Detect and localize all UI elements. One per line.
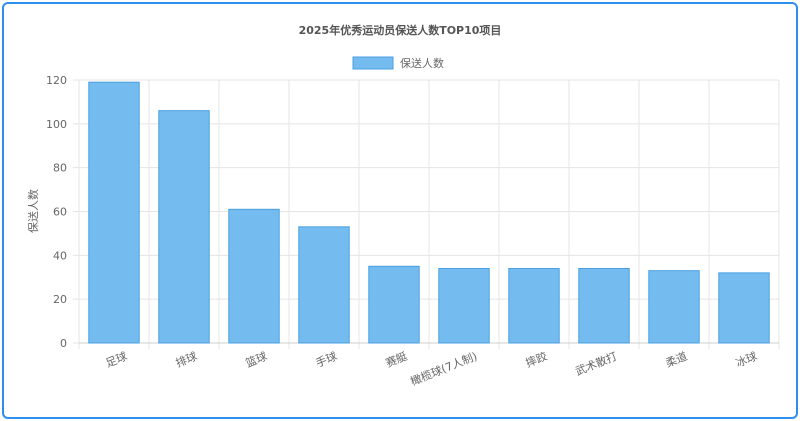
bar-2[interactable] <box>228 208 280 344</box>
x-tick-label-4: 赛艇 <box>383 349 409 370</box>
bar-9[interactable] <box>718 272 770 344</box>
y-tick-labels: 0 20 40 60 80 100 120 <box>46 74 67 350</box>
bar-0[interactable] <box>88 81 140 344</box>
x-tick-label-2: 篮球 <box>243 349 269 370</box>
legend-label: 保送人数 <box>400 56 444 70</box>
x-tick-labels: 足球 排球 篮球 手球 赛艇 橄榄球(7人制) 摔跤 武术散打 柔道 冰球 <box>103 349 759 388</box>
x-tick-label-9: 冰球 <box>733 349 759 370</box>
bar-7[interactable] <box>578 267 630 344</box>
y-tick-label-6: 120 <box>46 74 67 87</box>
x-tick-label-3: 手球 <box>313 349 339 370</box>
bar-4[interactable] <box>368 265 420 344</box>
legend-swatch <box>352 56 394 70</box>
x-tick-label-7: 武术散打 <box>573 349 619 378</box>
chart-title: 2025年优秀运动员保送人数TOP10项目 <box>299 23 502 37</box>
y-tick-label-1: 20 <box>53 293 67 306</box>
y-tick-label-3: 60 <box>53 206 67 219</box>
x-tick-label-8: 柔道 <box>663 349 689 370</box>
bar-8[interactable] <box>648 270 700 344</box>
x-tick-label-1: 排球 <box>173 349 199 370</box>
y-tick-label-0: 0 <box>60 337 67 350</box>
x-tick-label-6: 摔跤 <box>523 349 549 370</box>
x-tick-label-0: 足球 <box>103 349 129 370</box>
y-tick-label-4: 80 <box>53 162 67 175</box>
y-tick-label-5: 100 <box>46 118 67 131</box>
bar-3[interactable] <box>298 226 350 344</box>
bar-5[interactable] <box>438 267 490 344</box>
legend[interactable]: 保送人数 <box>352 56 444 70</box>
bars <box>88 81 770 344</box>
x-tick-label-5: 橄榄球(7人制) <box>408 349 479 388</box>
y-axis-label: 保送人数 <box>26 189 40 233</box>
y-tick-label-2: 40 <box>53 249 67 262</box>
bar-1[interactable] <box>158 110 210 344</box>
bar-6[interactable] <box>508 267 560 344</box>
